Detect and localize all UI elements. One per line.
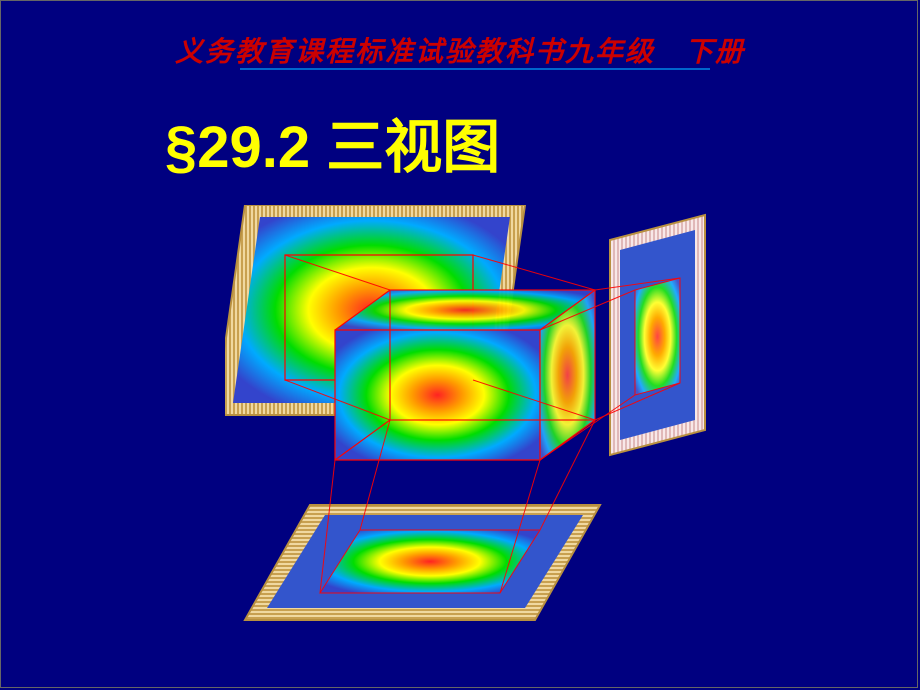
section-title: §29.2 三视图 <box>165 100 500 184</box>
bottom-plane <box>245 505 600 620</box>
main-cuboid <box>335 290 595 460</box>
three-view-diagram <box>225 205 725 635</box>
textbook-header: 义务教育课程标准试验教科书九年级 下册 <box>0 30 920 70</box>
header-underline <box>240 68 710 70</box>
side-plane <box>610 215 705 455</box>
